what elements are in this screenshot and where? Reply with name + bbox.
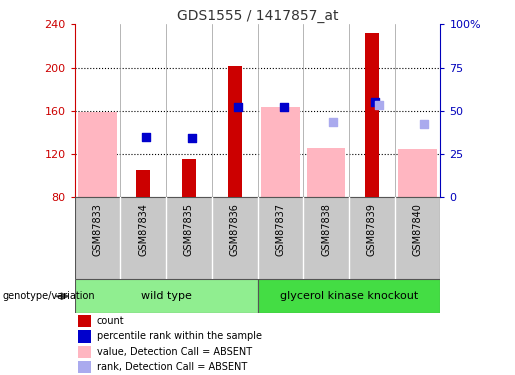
Text: GSM87835: GSM87835 (184, 204, 194, 257)
Title: GDS1555 / 1417857_at: GDS1555 / 1417857_at (177, 9, 338, 23)
Text: GSM87837: GSM87837 (276, 204, 285, 257)
Point (142, 134, 150, 140)
Bar (258, 279, 440, 313)
Text: genotype/variation: genotype/variation (3, 291, 95, 301)
Bar (136, 170, 150, 197)
Text: glycerol kinase knockout: glycerol kinase knockout (280, 291, 418, 301)
Text: GSM87834: GSM87834 (138, 204, 148, 257)
Text: value, Detection Call = ABSENT: value, Detection Call = ABSENT (97, 347, 252, 357)
Bar (78, 346, 91, 358)
Point (280, 104, 288, 110)
Text: GSM87836: GSM87836 (230, 204, 239, 257)
Text: wild type: wild type (141, 291, 192, 301)
Text: count: count (97, 316, 124, 326)
Text: rank, Detection Call = ABSENT: rank, Detection Call = ABSENT (97, 362, 247, 372)
Point (374, 102, 383, 108)
Bar (78, 315, 91, 327)
Bar (78, 361, 91, 374)
Bar (78, 330, 91, 342)
Bar (398, 149, 437, 197)
Point (188, 135, 196, 141)
Bar (306, 148, 346, 197)
Point (420, 121, 428, 127)
Text: GSM87833: GSM87833 (93, 204, 102, 257)
Point (234, 104, 242, 110)
Text: percentile rank within the sample: percentile rank within the sample (97, 332, 262, 341)
Bar (182, 159, 196, 197)
Text: GSM87840: GSM87840 (413, 204, 422, 257)
Bar (78, 112, 117, 197)
Bar (75, 279, 258, 313)
Bar (228, 66, 242, 197)
Point (329, 120, 337, 126)
Bar (365, 33, 379, 197)
Bar (261, 107, 300, 197)
Text: GSM87838: GSM87838 (321, 204, 331, 257)
Point (371, 99, 379, 105)
Text: GSM87839: GSM87839 (367, 204, 377, 257)
